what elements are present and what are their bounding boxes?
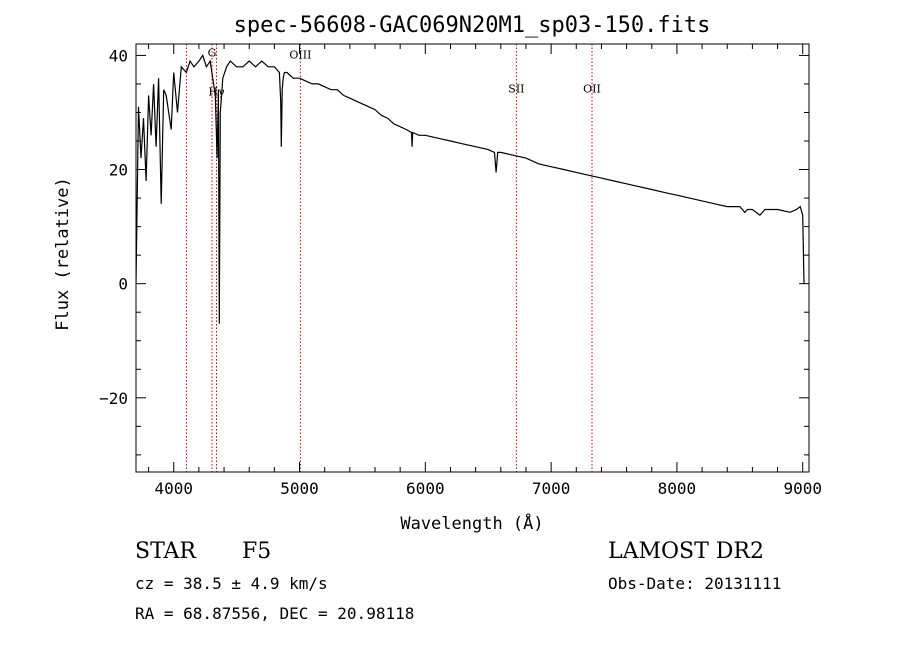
line-annotation: OII <box>583 83 601 96</box>
x-axis-label: Wavelength (Å) <box>400 512 543 534</box>
y-tick-label: 40 <box>109 46 128 65</box>
object-subclass: F5 <box>242 539 272 564</box>
x-tick-label: 7000 <box>532 479 571 498</box>
line-annotation: G <box>208 47 217 60</box>
y-tick-label: 0 <box>118 275 128 294</box>
y-tick-label: −20 <box>99 389 128 408</box>
survey-name: LAMOST DR2 <box>608 539 764 564</box>
plot-frame <box>135 43 810 473</box>
observation-date: Obs-Date: 20131111 <box>608 574 782 593</box>
coordinates: RA = 68.87556, DEC = 20.98118 <box>135 604 415 623</box>
axes-layer: 4000 5000 6000 7000 8000 9000 −20 0 20 40 <box>99 43 822 498</box>
x-tick-label: 9000 <box>783 479 822 498</box>
spectrum-chart: spec-56608-GAC069N20M1_sp03-150.fits Flu… <box>53 13 822 534</box>
series-layer <box>136 54 805 324</box>
y-axis-label: Flux (relative) <box>53 177 73 331</box>
line-annotation: OIII <box>289 48 311 61</box>
object-class: STAR <box>135 539 196 564</box>
reference-lines <box>185 44 593 472</box>
x-tick-label: 4000 <box>154 479 193 498</box>
line-annotation: SII <box>508 83 524 96</box>
line-annotation: Hγ <box>208 85 225 98</box>
chart-title: spec-56608-GAC069N20M1_sp03-150.fits <box>234 13 711 38</box>
annotation-layer: G Hγ OIII SII OII <box>208 47 601 99</box>
y-tick-label: 20 <box>109 161 128 180</box>
redshift-value: cz = 38.5 ± 4.9 km/s <box>135 574 328 593</box>
x-tick-label: 6000 <box>406 479 445 498</box>
x-tick-label: 5000 <box>280 479 319 498</box>
spectrum-line <box>136 54 805 324</box>
x-tick-label: 8000 <box>658 479 697 498</box>
